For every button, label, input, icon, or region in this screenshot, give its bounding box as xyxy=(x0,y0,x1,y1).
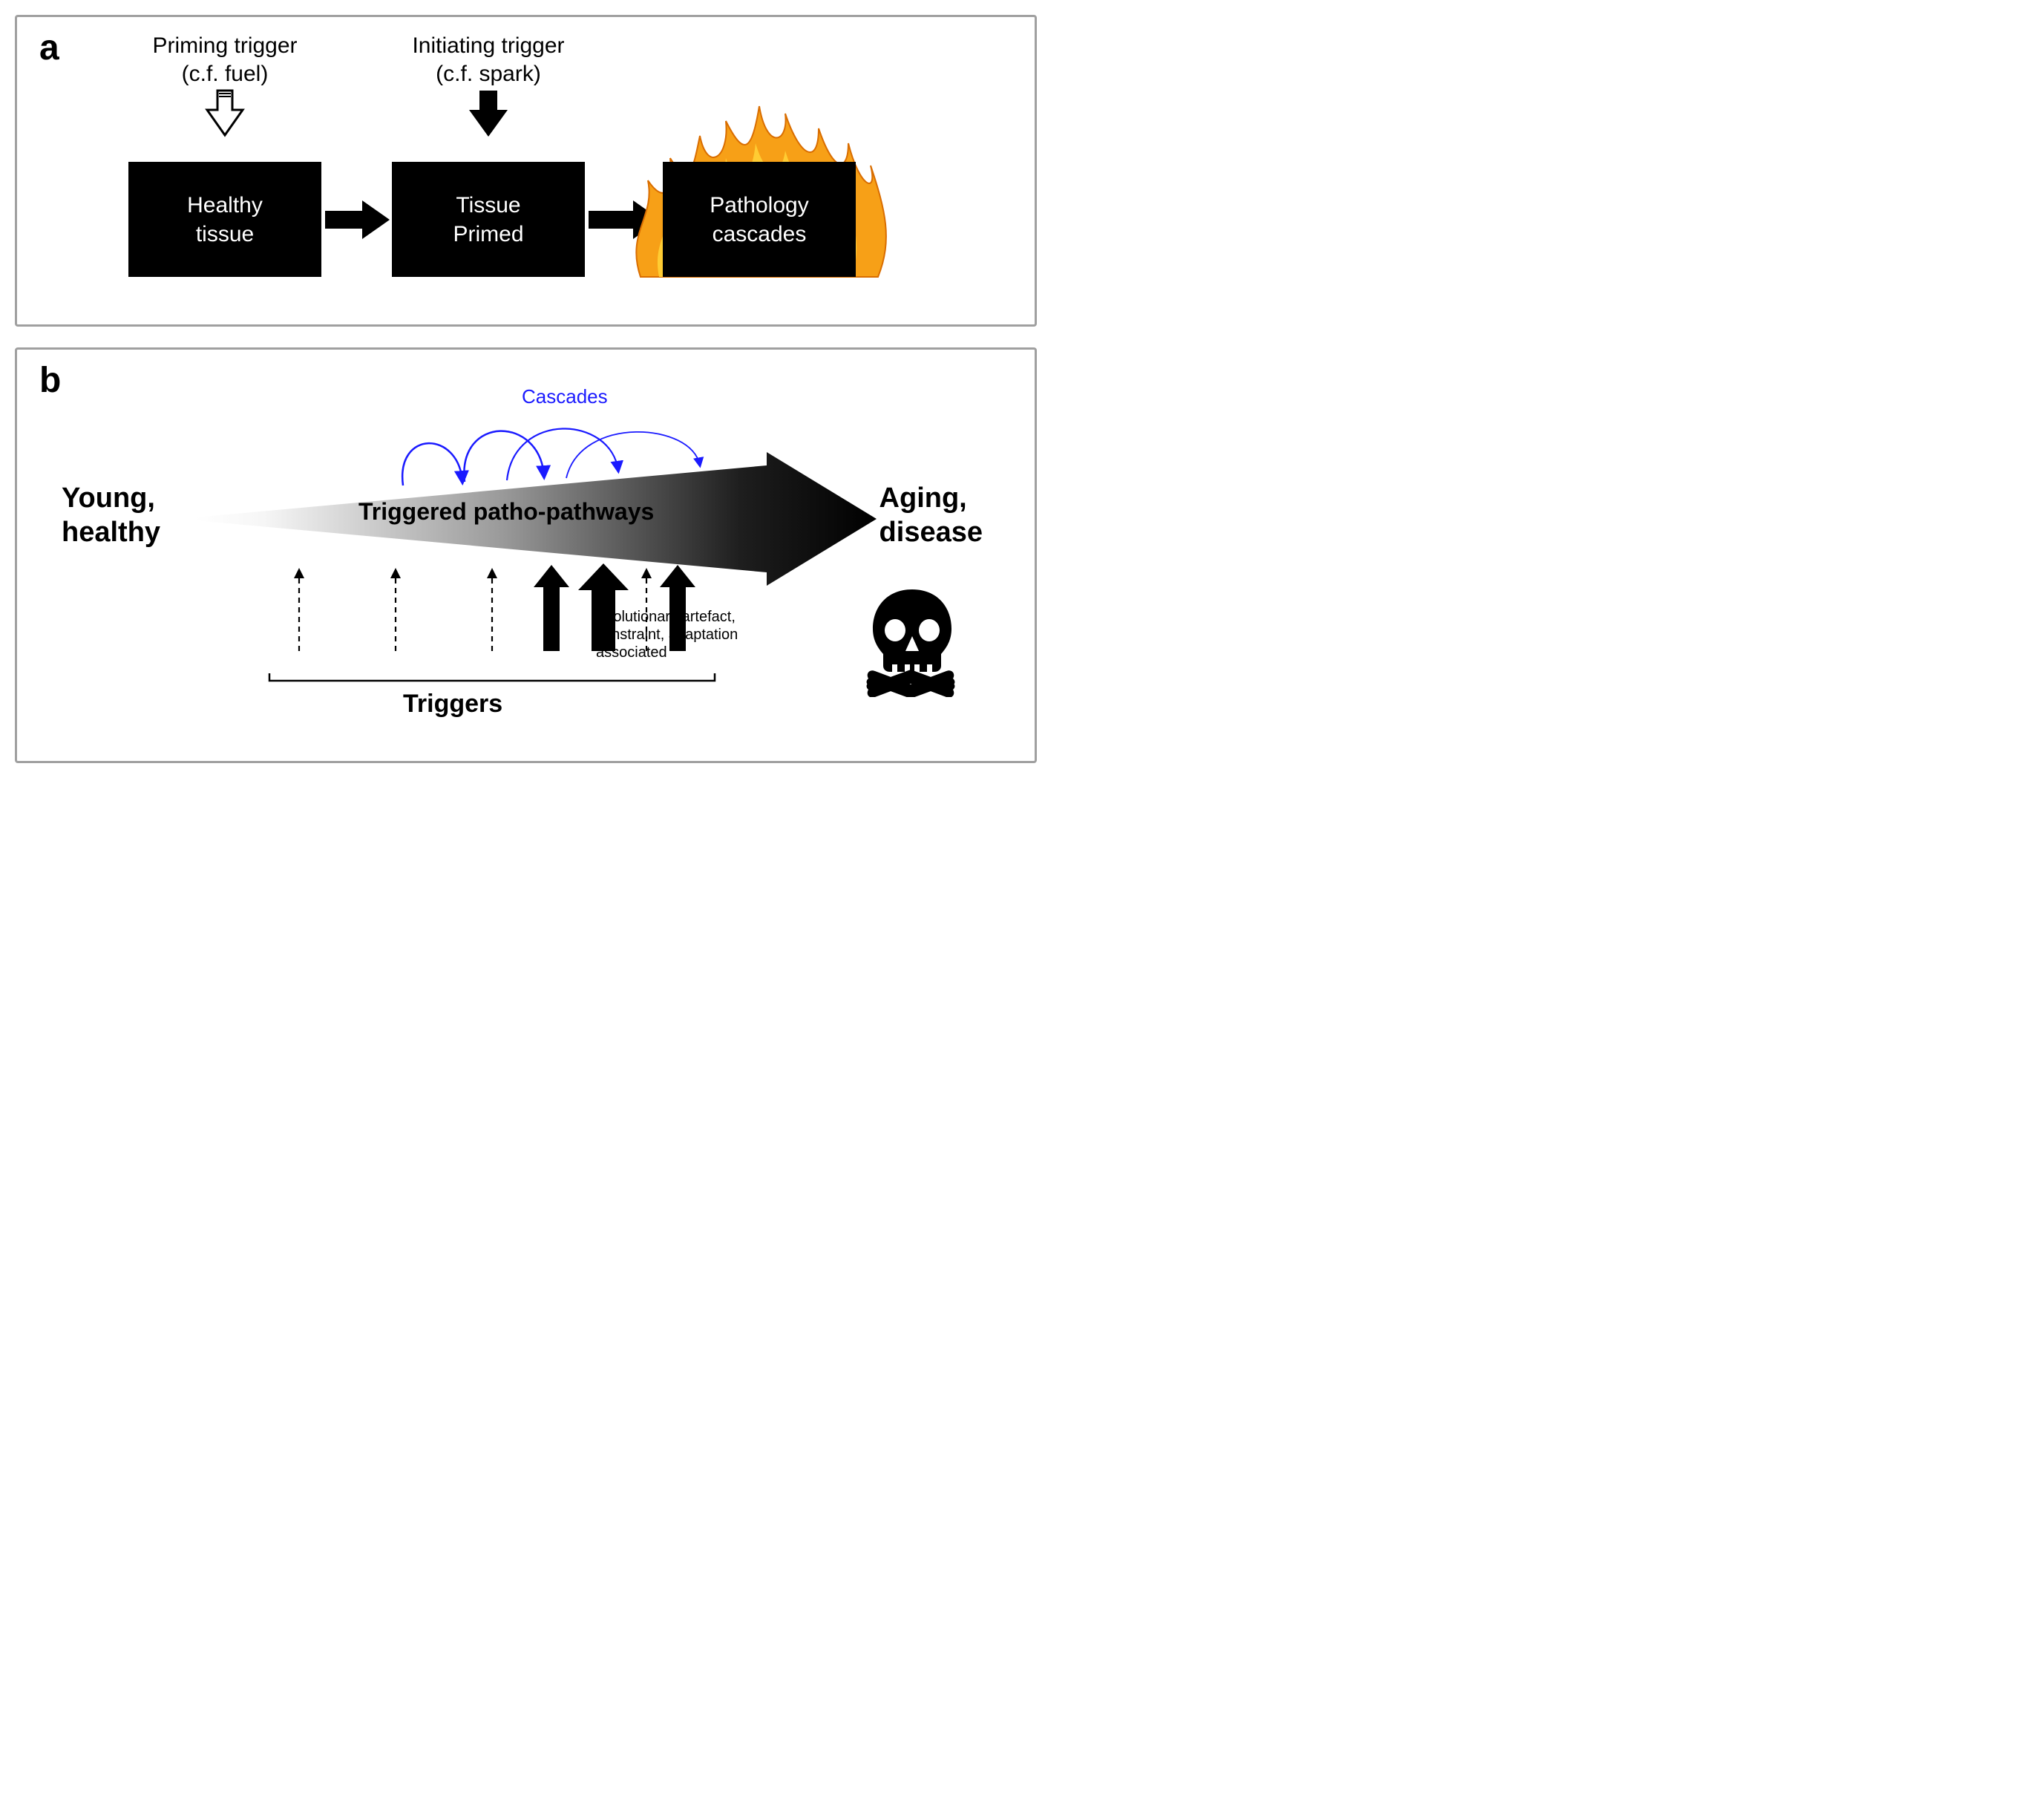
pathology-cascades-box: Pathology cascades xyxy=(663,162,856,277)
pathology-line1: Pathology xyxy=(710,191,808,220)
healthy-tissue-box: Healthy tissue xyxy=(128,162,321,277)
aging-disease-label: Aging, disease xyxy=(879,482,983,549)
figure: a Priming trigger (c.f. fuel) Initiating… xyxy=(15,15,1037,763)
triggers-bracket xyxy=(47,370,863,727)
initiating-line2: (c.f. spark) xyxy=(436,62,541,86)
initiating-arrow-icon xyxy=(466,88,511,140)
panel-a-label: a xyxy=(39,27,59,68)
skull-icon xyxy=(864,586,960,714)
aging-line2: disease xyxy=(879,517,983,548)
priming-trigger-label: Priming trigger (c.f. fuel) xyxy=(128,32,321,88)
tissue-primed-box: Tissue Primed xyxy=(392,162,585,277)
initiating-trigger-label: Initiating trigger (c.f. spark) xyxy=(392,32,585,88)
arrow-1-icon xyxy=(321,197,392,242)
panel-b-content: Young, healthy Aging, disease Cascades xyxy=(47,370,1005,727)
triggers-label: Triggers xyxy=(403,690,502,719)
priming-line2: (c.f. fuel) xyxy=(182,62,269,86)
pathology-flame-wrap: Pathology cascades xyxy=(663,162,856,277)
primed-line1: Tissue xyxy=(456,191,520,220)
panel-b: b Young, healthy Aging, disease Cascades xyxy=(15,347,1037,763)
panel-a: a Priming trigger (c.f. fuel) Initiating… xyxy=(15,15,1037,327)
priming-arrow-icon xyxy=(203,88,247,140)
healthy-line2: tissue xyxy=(196,220,254,249)
primed-line2: Primed xyxy=(453,220,523,249)
pathology-line2: cascades xyxy=(713,220,807,249)
healthy-line1: Healthy xyxy=(187,191,263,220)
initiating-line1: Initiating trigger xyxy=(412,33,564,58)
priming-line1: Priming trigger xyxy=(152,33,297,58)
aging-line1: Aging, xyxy=(879,483,967,514)
patho-pathways-label: Triggered patho-pathways xyxy=(358,498,654,526)
